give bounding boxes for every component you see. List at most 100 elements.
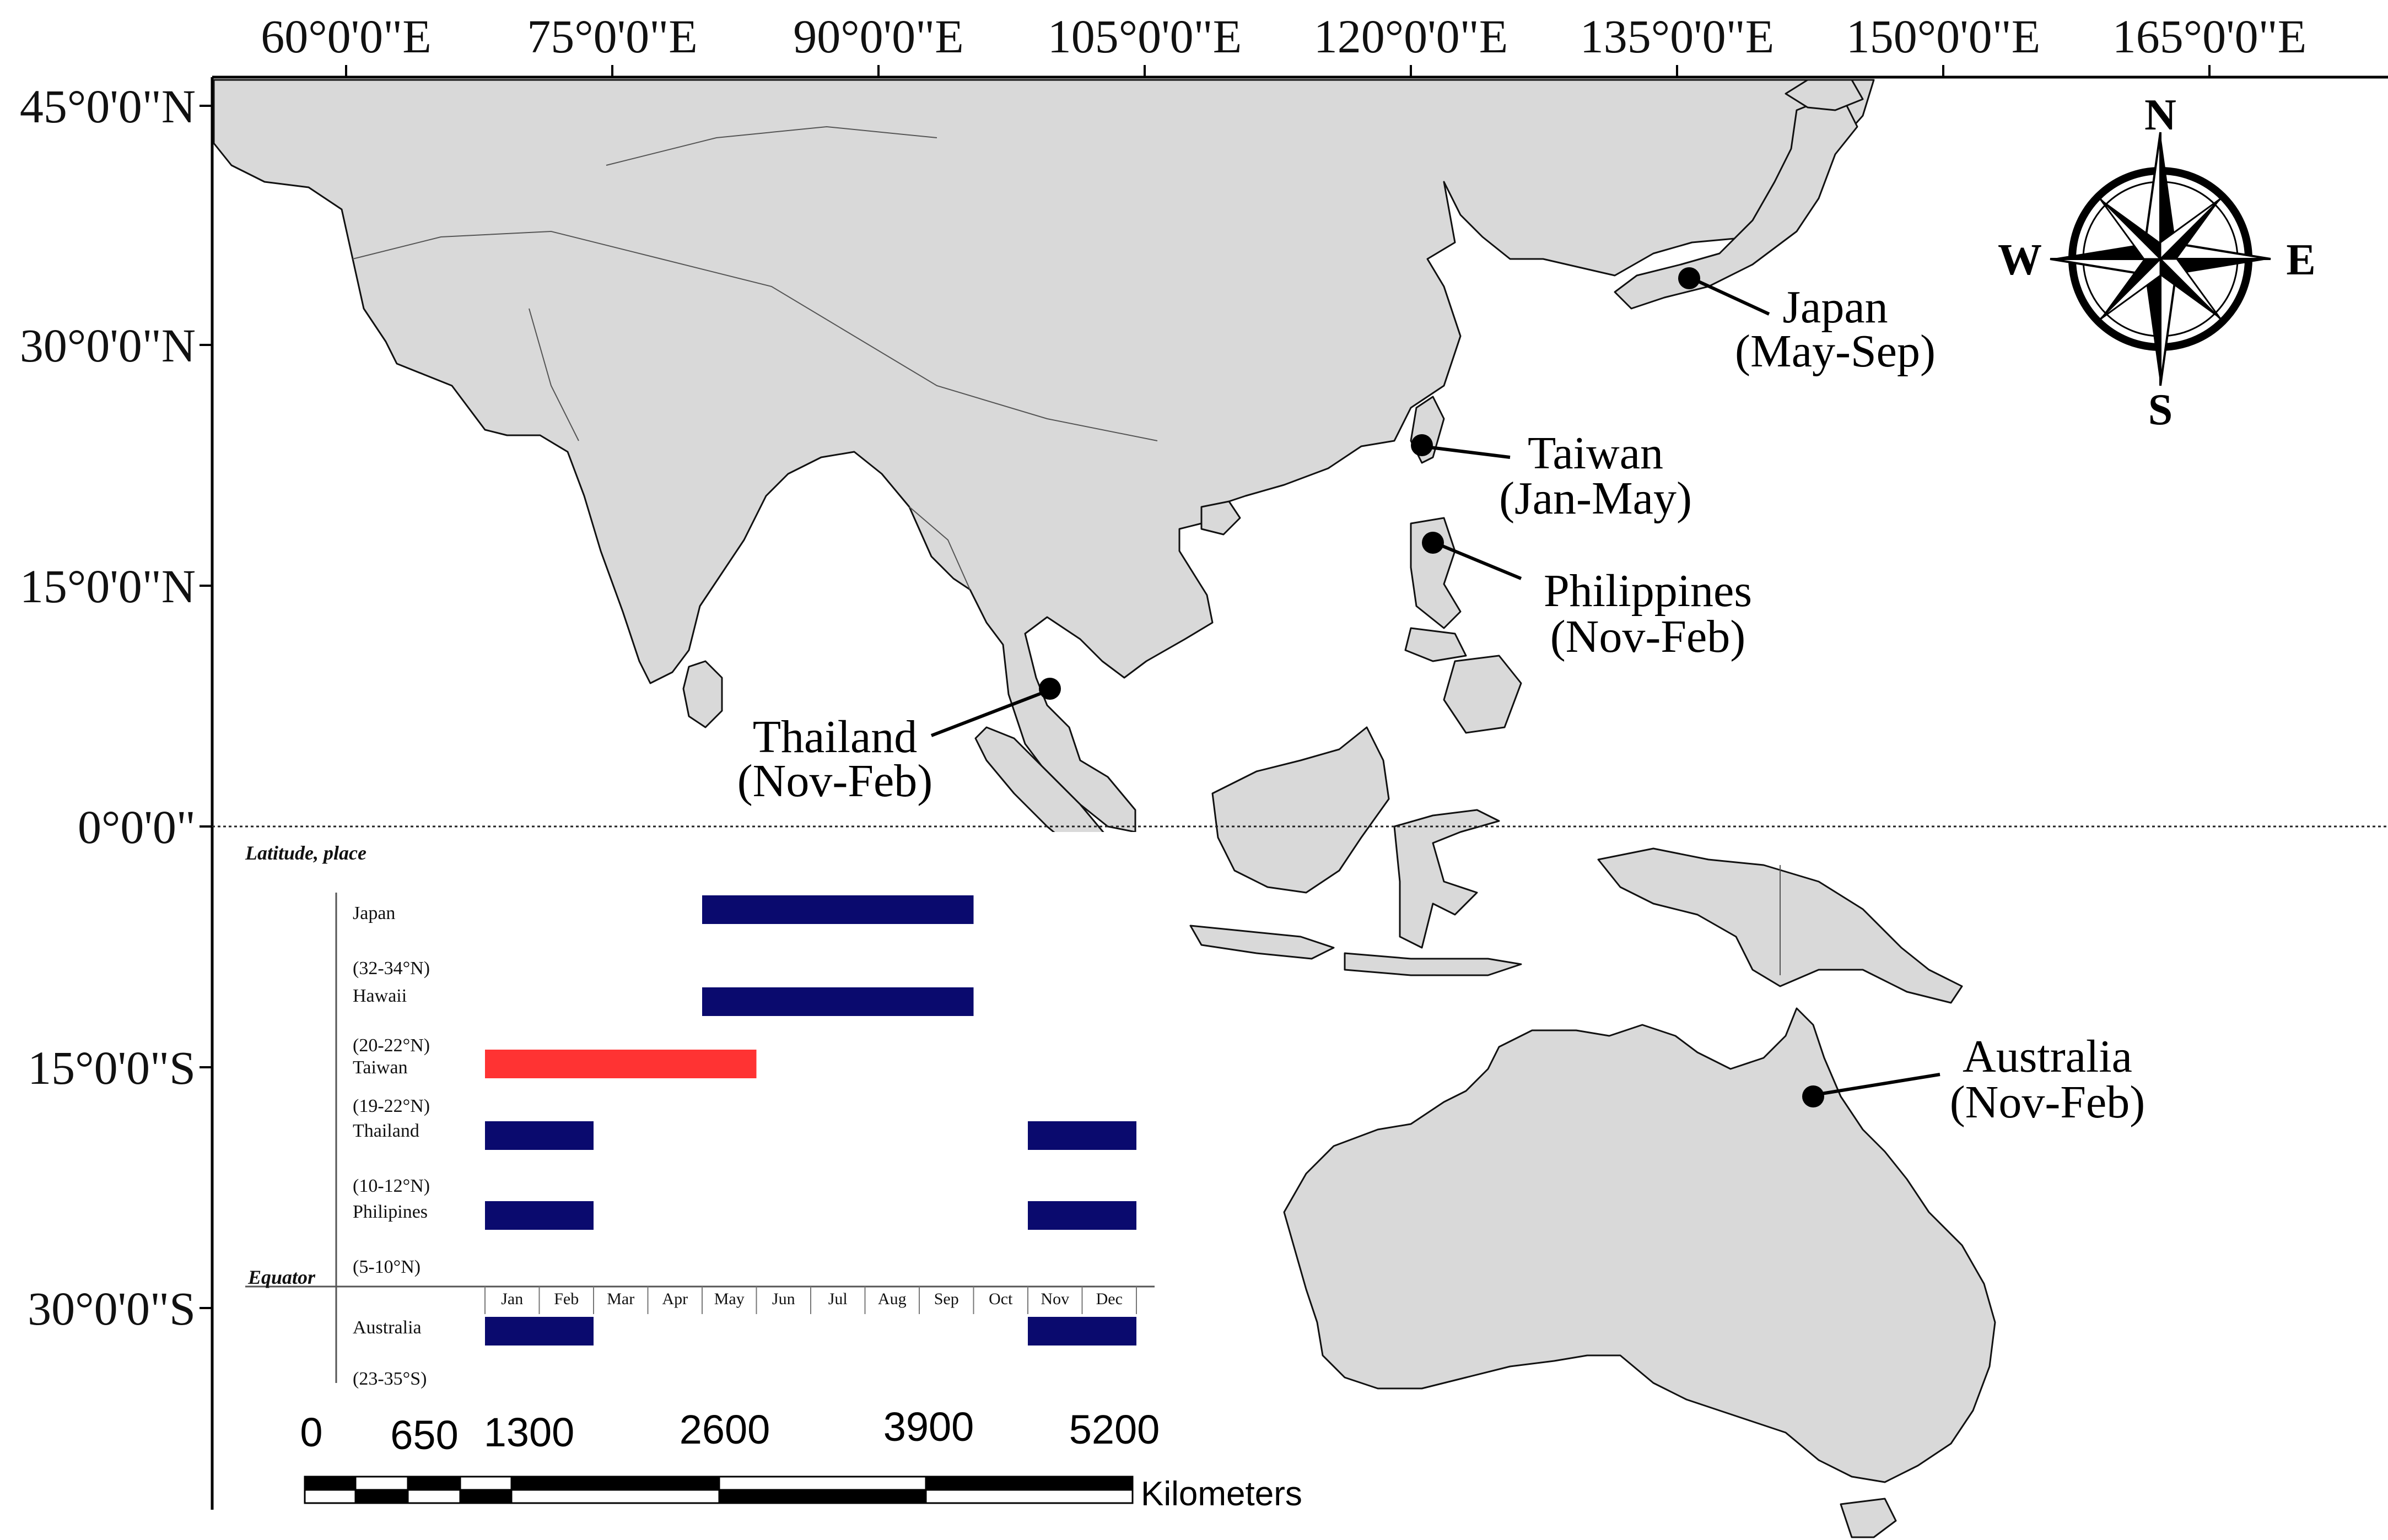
scale-segment-bottom <box>459 1489 513 1504</box>
tick-label-135e: 135°0'0"E <box>1580 10 1775 63</box>
marker-thailand: Thailand (Nov-Feb) <box>737 678 1061 807</box>
month-label-nov: Nov <box>1041 1290 1069 1308</box>
place-name-philippines: Philippines <box>1544 565 1752 617</box>
month-label-feb: Feb <box>554 1290 579 1308</box>
scale-segment-bottom <box>510 1489 720 1504</box>
tick-label-75e: 75°0'0"E <box>527 10 698 63</box>
land-japan <box>1614 98 1858 310</box>
inset-header: Latitude, place <box>245 842 366 864</box>
month-label-jul: Jul <box>828 1290 848 1308</box>
tick-label-120e: 120°0'0"E <box>1314 10 1508 63</box>
season-bar-australia <box>1028 1317 1136 1346</box>
marker-dot-japan <box>1678 267 1700 289</box>
scale-segment-bottom <box>304 1489 357 1504</box>
inset-row-lat-australia: (23-35°S) <box>353 1369 427 1389</box>
scale-unit-label: Kilometers <box>1141 1475 1302 1513</box>
inset-row-place-philipines: Philipines <box>353 1202 428 1222</box>
scale-label-1300: 1300 <box>484 1409 575 1455</box>
tick-label-15s: 15°0'0"S <box>28 1041 196 1094</box>
place-season-taiwan: (Jan-May) <box>1499 473 1692 524</box>
inset-row-place-thailand: Thailand <box>353 1121 419 1141</box>
left-axis-labels: 45°0'0"N 30°0'0"N 15°0'0"N 0°0'0" 15°0'0… <box>20 80 196 1335</box>
scale-segment-top <box>718 1476 927 1491</box>
scale-segment-top <box>407 1476 461 1491</box>
tick-label-90e: 90°0'0"E <box>793 10 964 63</box>
left-axis-ticks <box>200 105 212 1309</box>
season-bar-thailand <box>485 1121 594 1150</box>
month-label-jan: Jan <box>501 1290 523 1308</box>
top-axis-ticks <box>345 65 2211 77</box>
land-hainan <box>1200 500 1241 536</box>
scale-segment-top <box>510 1476 720 1491</box>
inset-season-bars <box>485 895 1136 1346</box>
place-season-philippines: (Nov-Feb) <box>1550 611 1746 662</box>
land-borneo <box>1211 726 1390 894</box>
month-label-may: May <box>714 1290 745 1308</box>
tick-label-30s: 30°0'0"S <box>28 1282 196 1335</box>
place-season-japan: (May-Sep) <box>1735 326 1936 377</box>
tick-label-150e: 150°0'0"E <box>1846 10 2041 63</box>
land-sulawesi <box>1393 809 1500 949</box>
inset-month-axis: Jan Feb Mar Apr May Jun Jul Aug Sep Oct Nov Dec <box>484 1287 1137 1314</box>
tick-label-45n: 45°0'0"N <box>20 80 196 133</box>
tick-label-105e: 105°0'0"E <box>1048 10 1242 63</box>
land-visayas <box>1404 627 1467 662</box>
marker-dot-thailand <box>1039 678 1061 700</box>
month-label-sep: Sep <box>934 1290 959 1308</box>
compass-north: N <box>2144 91 2176 139</box>
season-bar-taiwan <box>485 1050 757 1078</box>
tick-label-60e: 60°0'0"E <box>261 10 432 63</box>
scale-segment-bottom <box>925 1489 1134 1504</box>
scale-segment-bottom <box>354 1489 409 1504</box>
place-name-japan: Japan <box>1782 282 1888 333</box>
scale-segment-top <box>459 1476 513 1491</box>
month-label-jun: Jun <box>772 1290 795 1308</box>
inset-row-lat-philipines: (5-10°N) <box>353 1257 421 1277</box>
land-lesser-sunda <box>1344 952 1522 976</box>
scale-segment-top <box>354 1476 409 1491</box>
season-bar-australia <box>485 1317 594 1346</box>
tick-label-165e: 165°0'0"E <box>2112 10 2307 63</box>
landmass-layer <box>213 79 1996 1538</box>
marker-dot-australia <box>1802 1085 1824 1107</box>
compass-west: W <box>1998 236 2042 284</box>
place-name-australia: Australia <box>1963 1031 2132 1082</box>
season-bar-thailand <box>1028 1121 1136 1150</box>
month-label-dec: Dec <box>1096 1290 1123 1308</box>
scale-label-0: 0 <box>300 1409 322 1455</box>
inset-row-place-taiwan: Taiwan <box>353 1057 408 1078</box>
month-label-apr: Apr <box>662 1290 688 1308</box>
inset-row-lat-japan: (32-34°N) <box>353 958 430 979</box>
place-season-australia: (Nov-Feb) <box>1950 1077 2146 1128</box>
season-inset-chart: Latitude, place Equator Japan (32-34°N) … <box>231 832 1157 1389</box>
place-season-thailand: (Nov-Feb) <box>737 755 933 807</box>
tick-label-0: 0°0'0" <box>78 801 196 853</box>
scale-label-3900: 3900 <box>883 1404 974 1450</box>
season-bar-japan <box>702 895 974 924</box>
marker-australia: Australia (Nov-Feb) <box>1802 1031 2145 1128</box>
scale-label-2600: 2600 <box>680 1407 770 1452</box>
tick-label-15n: 15°0'0"N <box>20 560 196 613</box>
season-bar-philipines <box>1028 1201 1136 1230</box>
inset-row-lat-hawaii: (20-22°N) <box>353 1035 430 1056</box>
scale-segment-top <box>304 1476 357 1491</box>
scale-segment-bottom <box>407 1489 461 1504</box>
scale-segment-top <box>925 1476 1134 1491</box>
scale-bar-segments <box>304 1476 1134 1504</box>
marker-philippines: Philippines (Nov-Feb) <box>1422 532 1752 662</box>
land-tasmania <box>1840 1498 1897 1538</box>
place-name-taiwan: Taiwan <box>1528 428 1663 479</box>
land-java <box>1189 925 1335 960</box>
scale-label-5200: 5200 <box>1069 1407 1160 1452</box>
month-label-aug: Aug <box>878 1290 907 1308</box>
season-bar-philipines <box>485 1201 594 1230</box>
compass-rose: N S E W <box>1998 91 2316 434</box>
country-borders <box>352 126 1781 975</box>
compass-star-icon <box>2050 132 2271 386</box>
land-hokkaido <box>1785 79 1864 111</box>
tick-label-30n: 30°0'0"N <box>20 319 196 372</box>
inset-background <box>231 832 1157 1388</box>
land-asia <box>213 79 1875 833</box>
land-sri-lanka <box>682 660 723 728</box>
inset-equator-label: Equator <box>247 1266 316 1288</box>
